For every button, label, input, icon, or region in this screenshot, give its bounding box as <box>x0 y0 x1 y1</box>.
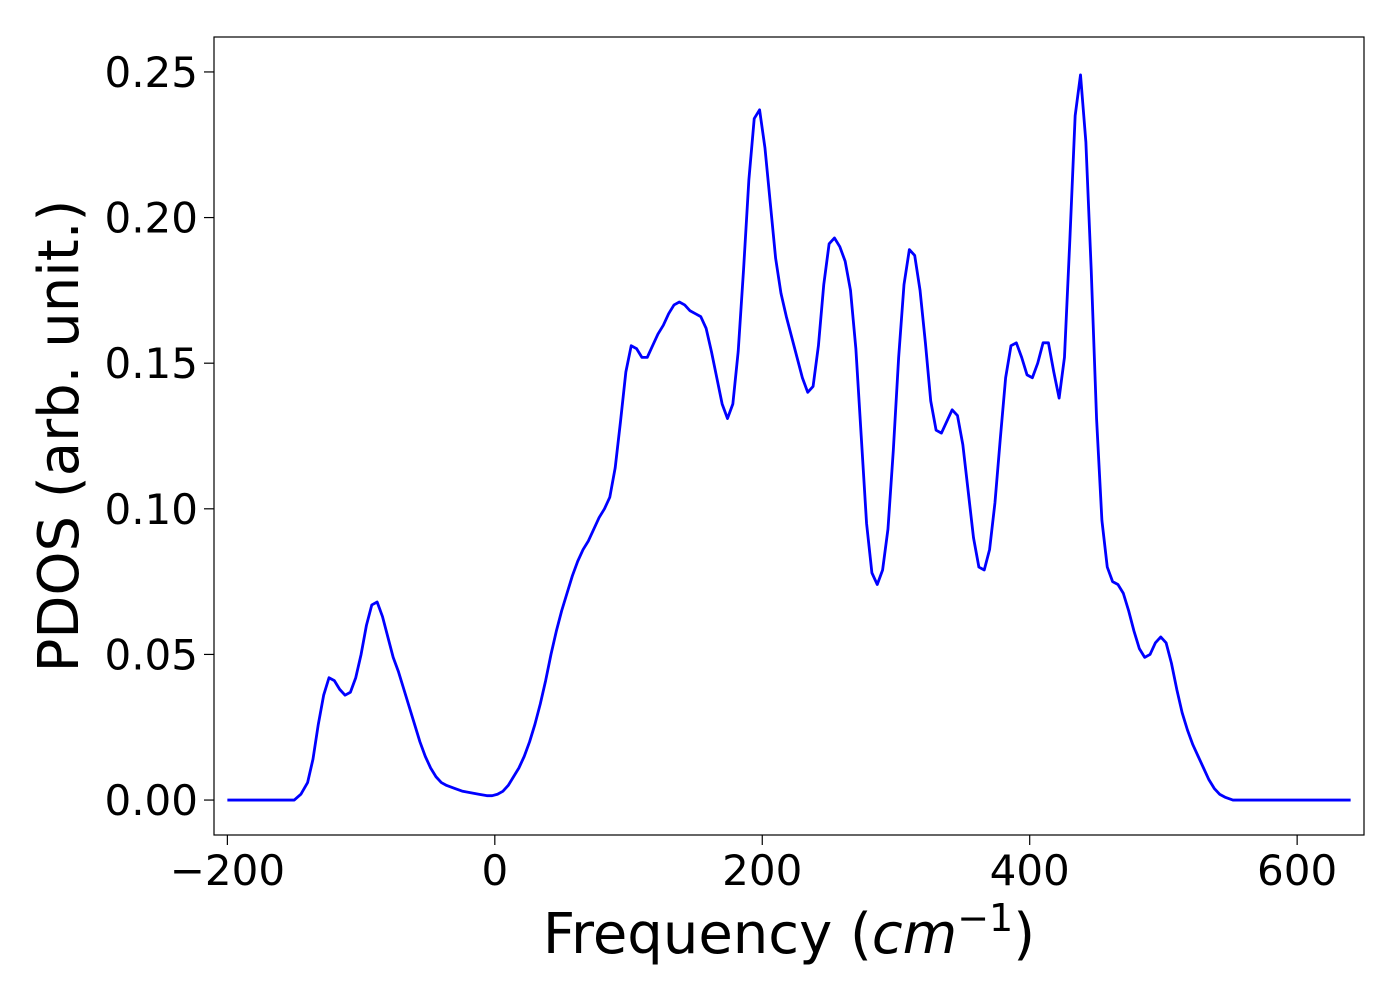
x-axis-label-unit: cm <box>872 902 957 967</box>
pdos-series-line <box>227 73 1351 802</box>
y-axis-label: PDOS (arb. unit.) <box>27 200 92 673</box>
x-tick-label: −200 <box>170 846 285 895</box>
plot-frame <box>213 36 1365 836</box>
y-tick-label: 0.20 <box>104 194 198 243</box>
x-axis-label-suffix: ) <box>1013 902 1035 967</box>
x-tick-label: 600 <box>1257 846 1337 895</box>
y-tick-label: 0.25 <box>104 48 198 97</box>
x-axis-label-exponent: −1 <box>957 896 1013 940</box>
x-tick-label: 200 <box>722 846 802 895</box>
x-tick-label: 400 <box>990 846 1070 895</box>
x-tick-label: 0 <box>481 846 508 895</box>
y-tick-label: 0.15 <box>104 339 198 388</box>
series <box>227 73 1351 802</box>
x-axis-label: Frequency (cm−1) <box>543 896 1035 967</box>
ticks: −200 0 200 400 600 0.00 0.05 0.10 0.15 0.20 0.25 <box>104 48 1337 895</box>
y-tick-label: 0.10 <box>104 485 198 534</box>
y-tick-label: 0.05 <box>104 630 198 679</box>
x-axis-label-prefix: Frequency ( <box>543 902 872 967</box>
y-tick-label: 0.00 <box>104 776 198 825</box>
